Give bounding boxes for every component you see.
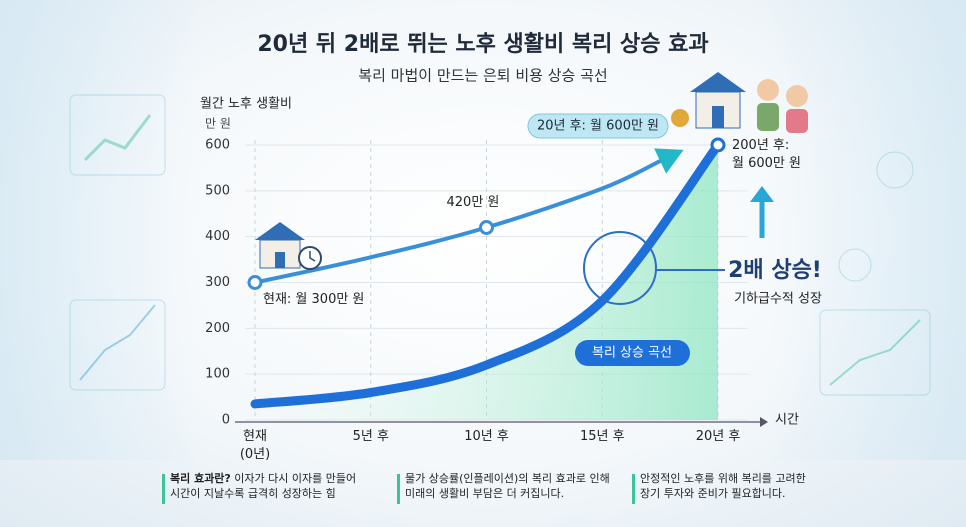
chart-subtitle: 복리 마법이 만드는 은퇴 비용 상승 곡선: [358, 67, 607, 85]
x-tick-label: 현재 (0년): [239, 429, 271, 462]
note-text: 이자가 다시 이자를 만들어 시간이 지날수록 급격히 성장하는 힘: [170, 472, 357, 500]
headline: 2배 상승!: [728, 258, 822, 283]
note-text: 물가 상승률(인플레이션)의 복리 효과로 인해 미래의 생활비 부담은 더 커…: [405, 472, 610, 500]
top-box-bg: [527, 113, 669, 139]
x-tick-label: 5년 후: [352, 429, 389, 444]
line: [250, 140, 723, 409]
y-tick-label: 600: [205, 138, 230, 153]
side-panel: [0, 0, 200, 460]
data-label: 현재: 월 300만 원: [263, 291, 365, 307]
deco-right: [819, 151, 931, 396]
house-icon: [255, 222, 322, 270]
note-text: 안정적인 노후를 위해 복리를 고려한 장기 투자와 준비가 필요합니다.: [640, 472, 806, 500]
note-bar: [632, 474, 635, 504]
note-bar: [162, 474, 165, 504]
deco-left: [69, 94, 166, 391]
y-axis-unit: 만 원: [205, 117, 231, 131]
y-tick-label: 200: [205, 321, 230, 336]
note: 안정적인 노후를 위해 복리를 고려한 장기 투자와 준비가 필요합니다.: [640, 472, 860, 502]
point: [247, 275, 263, 290]
y-tick-label: 0: [222, 413, 230, 428]
highlight-ring: [583, 231, 657, 305]
x-tick-label: 20년 후: [695, 429, 741, 444]
note-title: 복리 효과란?: [170, 472, 231, 485]
curve-tag: 복리 상승 곡선: [592, 346, 672, 361]
chart-title: 20년 뒤 2배로 뛰는 노후 생활비 복리 상승 효과: [257, 32, 708, 57]
data-label: 420만 원: [446, 194, 500, 210]
note-bar: [397, 474, 400, 504]
headline-sub: 기하급수적 성장: [734, 292, 822, 307]
x-axis-label: 시간: [775, 413, 799, 428]
y-tick-label: 300: [205, 275, 230, 290]
note: 물가 상승률(인플레이션)의 복리 효과로 인해 미래의 생활비 부담은 더 커…: [405, 472, 625, 502]
point: [479, 220, 494, 235]
x-tick-label: 15년 후: [579, 429, 625, 444]
x-tick-label: 10년 후: [464, 429, 509, 444]
y-axis-label: 월간 노후 생활비: [200, 97, 292, 112]
data-label: 200년 후: 월 600만 원: [732, 138, 801, 171]
point: [710, 137, 726, 153]
arrow-head: [654, 148, 684, 174]
curve-tag-bg: [575, 340, 690, 366]
y-tick-label: 400: [205, 229, 230, 244]
note: 복리 효과란? 이자가 다시 이자를 만들어 시간이 지날수록 급격히 성장하는…: [170, 472, 390, 502]
x-axis-arrow: [760, 417, 768, 427]
y-tick-label: 100: [205, 367, 230, 382]
family-icon: [671, 72, 808, 133]
top-box: 20년 후: 월 600만 원: [537, 119, 659, 134]
up-arrow-head: [750, 186, 774, 202]
y-tick-label: 500: [205, 183, 230, 198]
side-panel: [766, 0, 966, 460]
